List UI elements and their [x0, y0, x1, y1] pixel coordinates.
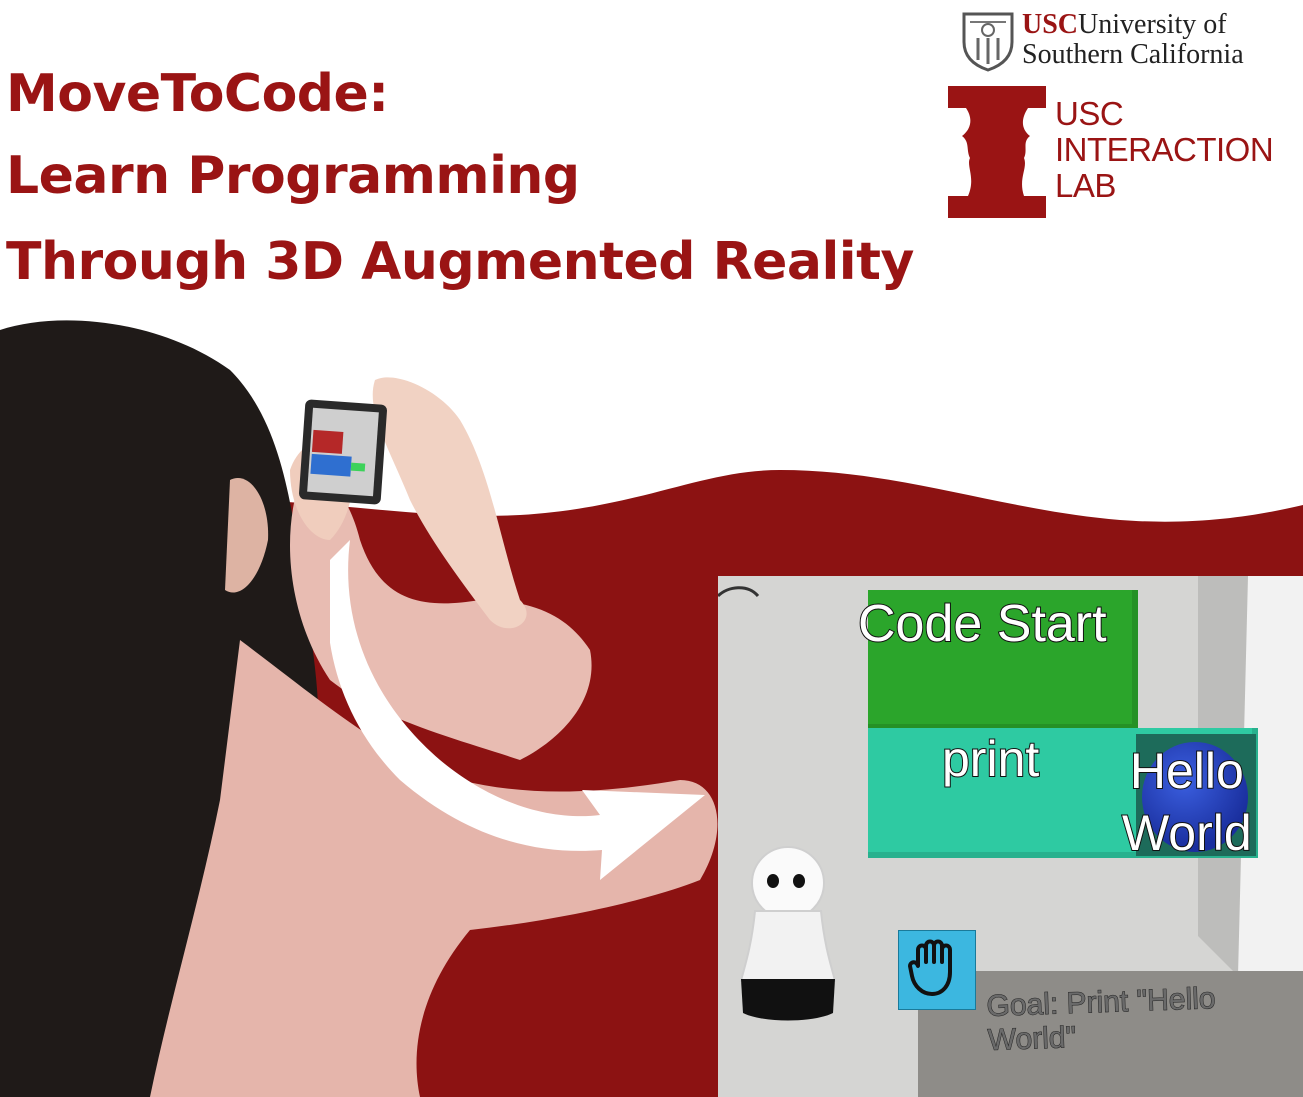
kuri-robot-icon: [739, 846, 837, 1021]
usc-seal-icon: [962, 12, 1014, 72]
hello-world-line-1: Hello: [1129, 742, 1245, 800]
interaction-lab-text: USC INTERACTION LAB: [1055, 95, 1274, 204]
lab-line-1: USC: [1055, 95, 1124, 132]
grab-hand-icon: [908, 939, 952, 996]
hello-world-line-2: World: [1121, 804, 1253, 862]
print-label: print: [941, 731, 1040, 787]
curved-arrow-icon: [330, 540, 705, 880]
code-start-block[interactable]: [868, 590, 1138, 730]
title-line-1: MoveToCode:: [6, 64, 389, 124]
title-line-3: Through 3D Augmented Reality: [6, 232, 914, 292]
lab-line-2: INTERACTION: [1055, 131, 1274, 168]
hello-world-sphere-icon: [1142, 742, 1248, 852]
hello-world-label: Hello World: [1121, 740, 1253, 864]
usc-abbrev: USC: [1022, 9, 1079, 40]
usc-university-text: University of: [1078, 9, 1227, 40]
interaction-lab-logo-icon: [948, 86, 1046, 218]
goal-text: Goal: Print "Hello World": [985, 982, 1217, 1058]
title-line-2: Learn Programming: [6, 146, 580, 206]
ar-scene-screenshot: Code Start print Hello World Goal: Print…: [718, 576, 1303, 1097]
usc-wordmark: USCUniversity of Southern California: [1022, 10, 1244, 70]
lab-line-3: LAB: [1055, 167, 1116, 204]
code-start-label: Code Start: [857, 595, 1108, 653]
usc-california-text: Southern California: [1022, 39, 1244, 70]
